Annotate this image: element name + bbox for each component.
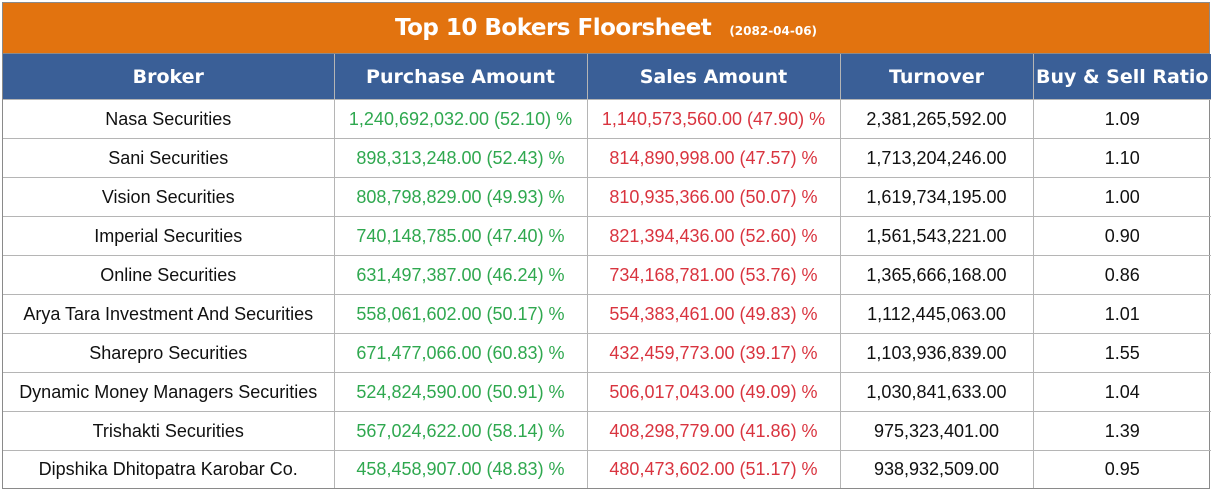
turnover-cell: 1,365,666,168.00 <box>839 255 1034 295</box>
turnover-cell: 975,323,401.00 <box>839 411 1034 451</box>
broker-cell: Trishakti Securities <box>3 411 335 451</box>
broker-cell: Dynamic Money Managers Securities <box>3 372 335 412</box>
table-row: Arya Tara Investment And Securities 558,… <box>3 294 1211 334</box>
table-row: Online Securities 631,497,387.00 (46.24)… <box>3 255 1211 295</box>
broker-cell: Arya Tara Investment And Securities <box>3 294 335 334</box>
sales-amount-cell: 480,473,602.00 (51.17) % <box>586 450 841 488</box>
purchase-amount-cell: 567,024,622.00 (58.14) % <box>333 411 588 451</box>
broker-cell: Nasa Securities <box>3 99 335 139</box>
turnover-cell: 938,932,509.00 <box>839 450 1034 488</box>
sales-amount-cell: 1,140,573,560.00 (47.90) % <box>586 99 841 139</box>
broker-cell: Imperial Securities <box>3 216 335 256</box>
turnover-cell: 1,103,936,839.00 <box>839 333 1034 373</box>
purchase-amount-cell: 740,148,785.00 (47.40) % <box>333 216 588 256</box>
table-row: Dynamic Money Managers Securities 524,82… <box>3 372 1211 412</box>
table-row: Imperial Securities 740,148,785.00 (47.4… <box>3 216 1211 256</box>
broker-cell: Sharepro Securities <box>3 333 335 373</box>
sales-amount-cell: 506,017,043.00 (49.09) % <box>586 372 841 412</box>
table-title: Top 10 Bokers Floorsheet <box>394 15 712 41</box>
ratio-cell: 1.00 <box>1032 177 1211 217</box>
sales-amount-cell: 432,459,773.00 (39.17) % <box>586 333 841 373</box>
column-header-buy-sell-ratio: Buy & Sell Ratio <box>1032 54 1211 100</box>
ratio-cell: 0.86 <box>1032 255 1211 295</box>
purchase-amount-cell: 631,497,387.00 (46.24) % <box>333 255 588 295</box>
purchase-amount-cell: 671,477,066.00 (60.83) % <box>333 333 588 373</box>
broker-cell: Dipshika Dhitopatra Karobar Co. <box>3 450 335 488</box>
sales-amount-cell: 814,890,998.00 (47.57) % <box>586 138 841 178</box>
turnover-cell: 1,713,204,246.00 <box>839 138 1034 178</box>
table-row: Dipshika Dhitopatra Karobar Co. 458,458,… <box>3 450 1211 488</box>
ratio-cell: 1.09 <box>1032 99 1211 139</box>
ratio-cell: 1.39 <box>1032 411 1211 451</box>
table-row: Nasa Securities 1,240,692,032.00 (52.10)… <box>3 99 1211 139</box>
purchase-amount-cell: 1,240,692,032.00 (52.10) % <box>333 99 588 139</box>
sales-amount-cell: 734,168,781.00 (53.76) % <box>586 255 841 295</box>
purchase-amount-cell: 898,313,248.00 (52.43) % <box>333 138 588 178</box>
ratio-cell: 0.90 <box>1032 216 1211 256</box>
ratio-cell: 1.10 <box>1032 138 1211 178</box>
column-header-sales-amount: Sales Amount <box>586 54 841 100</box>
header-row: Broker Purchase Amount Sales Amount Turn… <box>3 54 1211 100</box>
column-header-purchase-amount: Purchase Amount <box>333 54 588 100</box>
purchase-amount-cell: 558,061,602.00 (50.17) % <box>333 294 588 334</box>
turnover-cell: 1,561,543,221.00 <box>839 216 1034 256</box>
broker-cell: Vision Securities <box>3 177 335 217</box>
sales-amount-cell: 408,298,779.00 (41.86) % <box>586 411 841 451</box>
broker-cell: Online Securities <box>3 255 335 295</box>
purchase-amount-cell: 808,798,829.00 (49.93) % <box>333 177 588 217</box>
ratio-cell: 1.04 <box>1032 372 1211 412</box>
column-header-turnover: Turnover <box>839 54 1034 100</box>
sales-amount-cell: 810,935,366.00 (50.07) % <box>586 177 841 217</box>
title-bar: Top 10 Bokers Floorsheet (2082-04-06) <box>3 3 1209 54</box>
table-row: Sharepro Securities 671,477,066.00 (60.8… <box>3 333 1211 373</box>
ratio-cell: 1.01 <box>1032 294 1211 334</box>
sales-amount-cell: 821,394,436.00 (52.60) % <box>586 216 841 256</box>
broker-cell: Sani Securities <box>3 138 335 178</box>
column-header-broker: Broker <box>3 54 335 100</box>
turnover-cell: 2,381,265,592.00 <box>839 99 1034 139</box>
floorsheet-table: Broker Purchase Amount Sales Amount Turn… <box>3 54 1211 488</box>
table-row: Trishakti Securities 567,024,622.00 (58.… <box>3 411 1211 451</box>
table-row: Vision Securities 808,798,829.00 (49.93)… <box>3 177 1211 217</box>
purchase-amount-cell: 524,824,590.00 (50.91) % <box>333 372 588 412</box>
turnover-cell: 1,619,734,195.00 <box>839 177 1034 217</box>
ratio-cell: 0.95 <box>1032 450 1211 488</box>
sales-amount-cell: 554,383,461.00 (49.83) % <box>586 294 841 334</box>
table-row: Sani Securities 898,313,248.00 (52.43) %… <box>3 138 1211 178</box>
ratio-cell: 1.55 <box>1032 333 1211 373</box>
turnover-cell: 1,112,445,063.00 <box>839 294 1034 334</box>
table-date: (2082-04-06) <box>729 24 818 38</box>
purchase-amount-cell: 458,458,907.00 (48.83) % <box>333 450 588 488</box>
turnover-cell: 1,030,841,633.00 <box>839 372 1034 412</box>
